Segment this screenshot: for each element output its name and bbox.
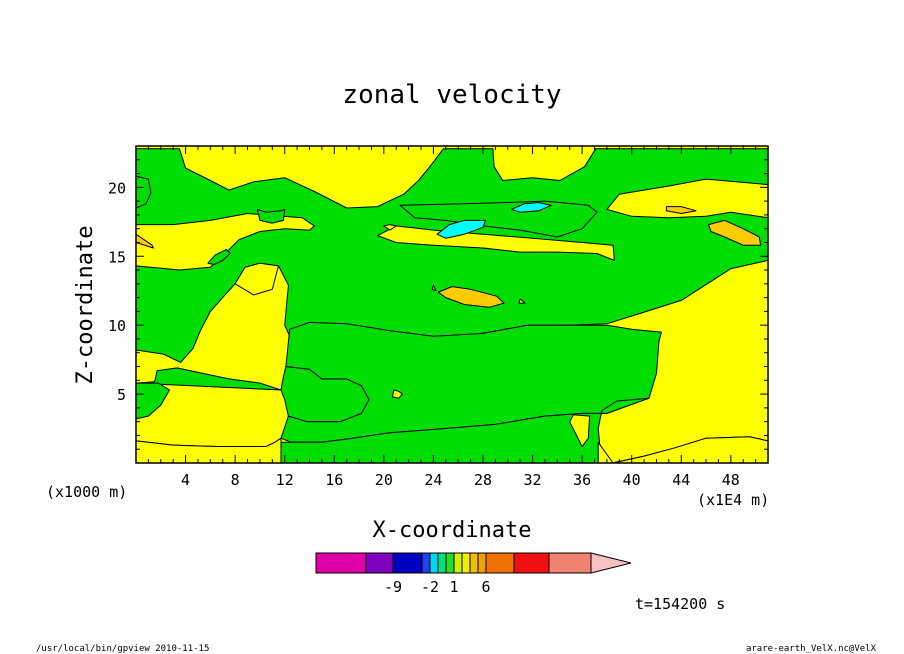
- colorbar-extend-arrow: [590, 552, 632, 574]
- contour-regions: [136, 146, 768, 463]
- x-tick-label: 28: [474, 471, 492, 489]
- contour-region-yellow: [136, 437, 282, 463]
- source-file-note: arare-earth_VelX.nc@VelX: [746, 644, 877, 654]
- source-path-note: /usr/local/bin/gpview 2010-11-15: [36, 644, 209, 654]
- y-axis-units: (x1000 m): [46, 483, 127, 501]
- y-tick-label: 5: [117, 386, 126, 404]
- contour-region-yellow: [234, 262, 279, 296]
- colorbar-tick-label: 6: [481, 578, 490, 596]
- contour-region-green: [136, 148, 768, 363]
- x-tick-label: 36: [573, 471, 591, 489]
- colorbar-tick-label: -9: [384, 578, 402, 596]
- contour-region-orange: [665, 206, 697, 214]
- y-tick-label: 20: [108, 179, 126, 197]
- colorbar-swatch: [469, 552, 479, 574]
- colorbar-tick-label: 1: [449, 578, 458, 596]
- colorbar-tick-label: -2: [421, 578, 439, 596]
- colorbar-swatch: [315, 552, 367, 574]
- contour-region-green: [207, 248, 231, 265]
- time-label: t=154200 s: [635, 595, 725, 613]
- contour-region-yellow: [383, 224, 397, 231]
- contour-region-cyan: [511, 202, 552, 213]
- y-tick-label: 10: [108, 317, 126, 335]
- colorbar-swatch: [453, 552, 463, 574]
- colorbar-swatch: [548, 552, 592, 574]
- colorbar-swatch: [392, 552, 423, 574]
- y-axis-label: Z-coordinate: [73, 226, 98, 385]
- contour-region-cyan: [436, 219, 486, 239]
- x-tick-label: 40: [623, 471, 641, 489]
- colorbar: -9 -2 1 6: [315, 552, 632, 596]
- plot-frame: [135, 145, 769, 464]
- contour-region-orange: [708, 219, 762, 246]
- x-tick-label: 32: [524, 471, 542, 489]
- colorbar-swatch: [461, 552, 471, 574]
- x-axis-units: (x1E4 m): [697, 491, 769, 509]
- contour-region-yellow: [392, 389, 403, 399]
- contour-region-yellow: [518, 298, 526, 304]
- colorbar-swatch: [365, 552, 394, 574]
- x-tick-label: 12: [276, 471, 294, 489]
- x-tick-label: 8: [231, 471, 240, 489]
- colorbar-swatch: [445, 552, 455, 574]
- x-tick-label: 44: [672, 471, 690, 489]
- contour-region-green: [399, 200, 598, 238]
- colorbar-swatch: [421, 552, 431, 574]
- x-tick-label: 20: [375, 471, 393, 489]
- contour-region-yellow: [569, 414, 591, 447]
- colorbar-swatch: [513, 552, 550, 574]
- contour-region-orange: [136, 233, 154, 249]
- contour-region-green: [256, 208, 286, 224]
- contour-region-yellow: [597, 436, 768, 463]
- x-axis-label: X-coordinate: [373, 518, 532, 543]
- contour-region-orange: [431, 284, 437, 292]
- chart-title: zonal velocity: [342, 80, 561, 110]
- y-tick-label: 15: [108, 248, 126, 266]
- contour-region-green: [136, 175, 152, 209]
- contour-region-orange: [437, 286, 505, 308]
- colorbar-swatch: [437, 552, 447, 574]
- x-tick-label: 16: [325, 471, 343, 489]
- colorbar-swatch: [485, 552, 515, 574]
- colorbar-swatch: [477, 552, 487, 574]
- x-tick-label: 4: [181, 471, 190, 489]
- x-tick-label: 48: [722, 471, 740, 489]
- colorbar-swatch: [429, 552, 439, 574]
- x-tick-label: 24: [424, 471, 442, 489]
